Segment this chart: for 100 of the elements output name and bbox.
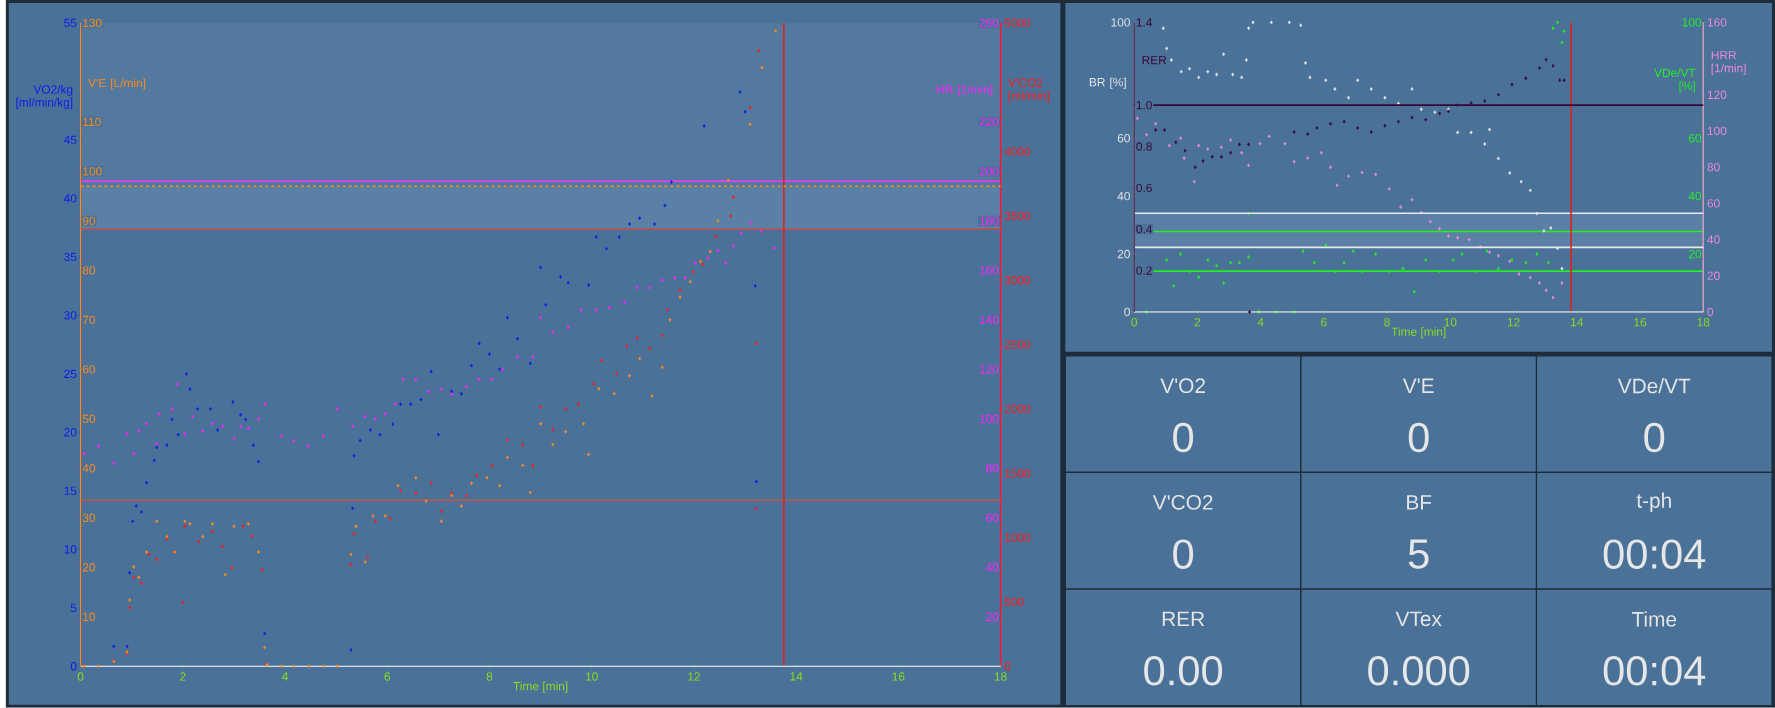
y2-tick-label: 160 <box>1707 18 1727 27</box>
y2-tick-label: 2000 <box>1004 404 1031 414</box>
y2-tick-label: 20 <box>1707 271 1720 281</box>
y-tick-label: 5 <box>70 603 77 613</box>
x-axis-title: Time [min] <box>1391 327 1446 339</box>
category-label: V'E <box>1402 378 1434 394</box>
y2-axis-title: V'CO2 [ml/min] <box>1008 78 1049 103</box>
x-tick-label: 14 <box>1571 318 1584 327</box>
y2-tick-label: 1000 <box>1005 533 1031 542</box>
y2-tick-label: 2500 <box>1004 340 1031 349</box>
text: 0 <box>1173 422 1194 453</box>
category-label: BF <box>1407 495 1432 510</box>
y-tick-label: 120 <box>979 365 999 374</box>
x-tick-label: 8 <box>1384 318 1390 327</box>
y2-axis-title: HRR [1/min] <box>1711 51 1746 75</box>
y2-tick-label: 110 <box>83 117 101 127</box>
x-tick-label: 14 <box>790 672 803 681</box>
x-tick-label: 0 <box>1131 318 1137 327</box>
x-tick-label: 0 <box>77 672 84 681</box>
y2-tick-label: 80 <box>1707 163 1720 172</box>
y-axis-title: BR [%] <box>1089 77 1126 89</box>
x-axis-title: Time [min] <box>513 681 568 693</box>
category-label: RER <box>1162 611 1205 627</box>
y2-axis-title: V'E [L/min] <box>88 78 146 90</box>
y2-tick-label: 0 <box>1004 662 1011 671</box>
y-axis-title: HR [1/min] <box>937 85 993 97</box>
y-tick-label: 25 <box>64 369 77 379</box>
y2-tick-label: 90 <box>82 216 96 226</box>
y2-tick-label: 0.4 <box>1136 225 1153 234</box>
category-label: V'O2 <box>1160 378 1205 394</box>
y2-tick-label: 100 <box>1707 126 1727 136</box>
y2-tick-label: 40 <box>1707 235 1720 244</box>
y2-tick-label: 50 <box>82 414 96 424</box>
x-tick-label: 4 <box>282 672 288 681</box>
y2-tick-label: 0.2 <box>1136 266 1152 275</box>
y-tick-label: 100 <box>1111 18 1130 27</box>
y2-tick-label: 30 <box>82 513 96 523</box>
y2-tick-label: 1.4 <box>1136 18 1153 27</box>
y2-tick-label: 500 <box>1004 597 1024 607</box>
y2-tick-label: 40 <box>82 464 96 473</box>
y-tick-label: 20 <box>64 428 77 437</box>
y-tick-label: 100 <box>979 414 999 424</box>
y-tick-label: 15 <box>64 486 77 496</box>
y2-tick-label: 80 <box>82 266 96 275</box>
x-tick-label: 16 <box>892 672 905 681</box>
category-label: V'CO2 <box>1152 495 1213 510</box>
y2-tick-label: 100 <box>83 167 102 176</box>
y-tick-label: 260 <box>979 18 999 28</box>
y-tick-label: 55 <box>64 18 77 28</box>
y-tick-label: 30 <box>64 311 77 320</box>
y-tick-label: 0 <box>1124 307 1130 317</box>
x-tick-label: 2 <box>1194 318 1201 327</box>
text: 00:04 <box>1603 539 1706 570</box>
x-tick-label: 18 <box>1697 318 1710 327</box>
y2-tick-label: 120 <box>1707 90 1727 100</box>
y-tick-label: 160 <box>979 266 999 275</box>
y2-tick-label: 10 <box>83 612 96 622</box>
y2-tick-label: 3500 <box>1004 211 1031 221</box>
y2-tick-label: 4000 <box>1004 147 1031 156</box>
y-tick-label: 60 <box>1688 134 1702 143</box>
y-tick-label: 200 <box>979 167 999 176</box>
y-axis-title: VO2/kg [ml/min/kg] <box>16 85 73 110</box>
y-tick-label: 40 <box>1117 192 1130 201</box>
y-tick-label: 60 <box>986 513 999 523</box>
x-tick-label: 8 <box>486 672 493 681</box>
x-tick-label: 12 <box>1507 318 1520 327</box>
y-tick-label: 60 <box>1117 134 1130 143</box>
x-tick-label: 12 <box>688 672 700 681</box>
y-tick-label: 80 <box>986 464 999 473</box>
x-tick-label: 6 <box>384 672 391 681</box>
category-label: VDe/VT <box>1617 378 1691 394</box>
y2-tick-label: 5000 <box>1004 18 1031 28</box>
y2-axis-title: RER <box>1142 56 1167 65</box>
y2-tick-label: 60 <box>1707 199 1720 208</box>
x-tick-label: 6 <box>1321 318 1327 327</box>
y2-tick-label: 0 <box>1707 307 1714 317</box>
text: 0 <box>1408 422 1429 453</box>
y-tick-label: 40 <box>1688 192 1702 201</box>
y2-tick-label: 0.8 <box>1136 142 1152 151</box>
text: 00:04 <box>1603 656 1706 686</box>
category-label: Time <box>1631 611 1677 627</box>
y2-tick-label: 1500 <box>1005 469 1031 478</box>
x-tick-label: 2 <box>180 672 186 681</box>
y2-tick-label: 3000 <box>1004 276 1031 285</box>
text: 5 <box>1408 539 1429 569</box>
y2-tick-label: 60 <box>82 365 96 374</box>
y2-tick-label: 0.6 <box>1136 183 1152 193</box>
y-tick-label: 20 <box>986 612 999 622</box>
text: 0 <box>1173 539 1194 570</box>
x-tick-label: 10 <box>1444 318 1457 327</box>
text: 0.000 <box>1368 656 1470 686</box>
x-tick-label: 10 <box>585 672 598 681</box>
category-label: VTex <box>1395 611 1442 627</box>
y-tick-label: 20 <box>1117 250 1130 259</box>
y2-tick-label: 20 <box>82 563 96 572</box>
category-label: t-ph <box>1636 492 1671 513</box>
y-tick-label: 10 <box>64 545 77 554</box>
y-tick-label: 180 <box>979 216 999 226</box>
y2-tick-label: 130 <box>83 18 102 28</box>
y-tick-label: 140 <box>979 315 999 325</box>
